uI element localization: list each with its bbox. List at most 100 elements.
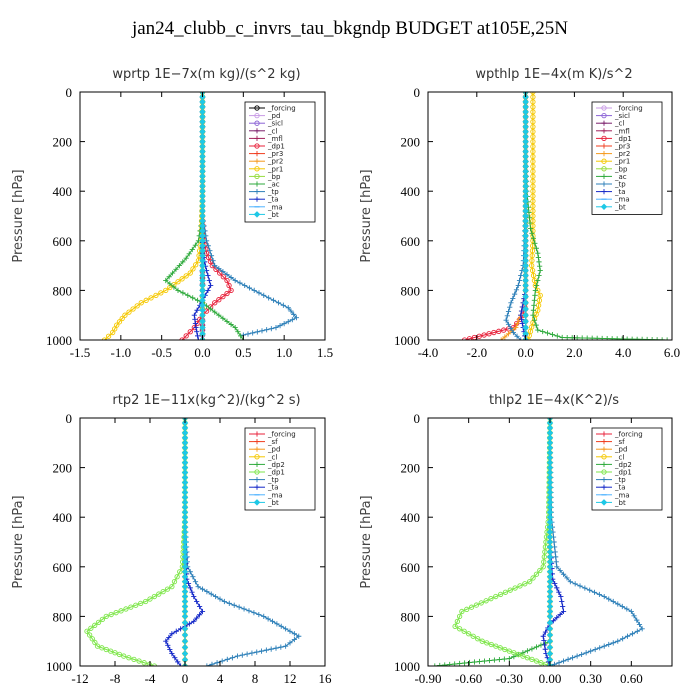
- data-point_dp1: [216, 297, 222, 303]
- data-point_dp1: [156, 591, 162, 597]
- data-point_dp1: [116, 651, 123, 658]
- chart-panel-4: -0.90 -0.60 -0.30 0.00 0.30 0.60 0 200 400 600 800…: [359, 393, 673, 686]
- legend-label: _pr2: [614, 150, 630, 158]
- data-point_tp: [269, 618, 276, 624]
- data-point_ta: [191, 618, 197, 624]
- x-tick-label: 0.30: [579, 671, 602, 686]
- data-point_ta: [206, 277, 212, 284]
- data-point_pr1: [163, 287, 169, 294]
- data-point_pr1: [110, 329, 116, 336]
- legend-marker: [600, 203, 608, 211]
- legend-marker: [254, 196, 260, 202]
- data-point_pr1: [119, 315, 125, 322]
- x-tick-label: 0.60: [620, 671, 643, 686]
- data-point_ta: [169, 651, 175, 657]
- x-tick-label: -8: [110, 671, 121, 686]
- data-point_ac: [531, 297, 537, 303]
- data-point_tp: [515, 282, 521, 289]
- data-point_ac: [228, 321, 234, 328]
- data-point_ta: [542, 646, 548, 652]
- y-tick-label: 400: [53, 510, 73, 525]
- data-point_ac: [559, 334, 565, 340]
- data-point_ta: [560, 608, 567, 615]
- data-point_ac: [536, 259, 542, 265]
- data-point_tp: [254, 329, 260, 335]
- data-point_tp: [553, 554, 559, 560]
- data-point_pr1: [530, 153, 536, 160]
- legend-marker: [600, 499, 608, 506]
- chart-panel-3: -12 -8 -4 0 4 8 12 16 0 200 400 600 800 1000 rtp2 1E−1…: [11, 393, 332, 686]
- data-point_dp1: [473, 602, 480, 608]
- data-point_tp: [557, 567, 563, 574]
- legend-marker: [601, 461, 607, 467]
- panel-title: wpthlp 1E−4x(m K)/s^2: [475, 67, 632, 82]
- data-point_dp1: [103, 646, 109, 653]
- x-tick-label: -0.90: [414, 671, 441, 686]
- legend-label: _ac: [614, 173, 627, 181]
- data-point_ac: [609, 336, 615, 340]
- data-point_tp: [553, 559, 559, 565]
- data-point_ta: [518, 308, 525, 314]
- data-point_dp1: [160, 588, 166, 595]
- series-line_dp1: [181, 92, 232, 340]
- legend-marker: [254, 112, 260, 119]
- panel-title: rtp2 1E−11x(kg^2)/(kg^2 s): [112, 393, 300, 408]
- data-point_ac: [185, 292, 191, 298]
- data-point_dp1: [515, 651, 522, 658]
- legend-label: _bt: [267, 211, 279, 219]
- data-point_tp: [268, 326, 274, 332]
- data-point_tp: [569, 655, 576, 661]
- data-point_tp: [636, 621, 643, 628]
- data-point_dp1: [456, 613, 463, 620]
- legend-label: _sicl: [614, 112, 630, 120]
- data-point_ac: [183, 255, 189, 261]
- data-point_dp1: [146, 661, 152, 666]
- data-point_dp1: [86, 632, 93, 638]
- x-tick-label: -0.60: [455, 671, 482, 686]
- data-point_dp1: [517, 583, 523, 589]
- data-point_dp1: [530, 575, 536, 581]
- data-point_dp1: [484, 640, 490, 646]
- x-tick-label: -1.5: [70, 345, 91, 360]
- data-point_dp1: [466, 631, 472, 637]
- data-point_dp1: [506, 648, 512, 654]
- data-point_dp1: [481, 332, 487, 338]
- legend-marker: [601, 143, 607, 149]
- legend-marker: [601, 446, 607, 452]
- data-point_bt: [181, 644, 189, 651]
- data-point_tp: [606, 596, 612, 602]
- data-point_dp1: [92, 639, 98, 646]
- data-point_tp: [246, 608, 252, 614]
- data-point_dp2: [432, 663, 438, 666]
- data-point_dp1: [123, 606, 129, 612]
- data-point_pr1: [530, 173, 536, 179]
- legend-label: _forcing: [267, 431, 296, 439]
- data-point_tp: [224, 271, 230, 278]
- data-point_pr1: [183, 273, 189, 279]
- data-point_tp: [588, 648, 594, 654]
- data-point_ta: [199, 608, 206, 615]
- data-point_dp1: [128, 604, 134, 610]
- data-point_pr1: [530, 133, 536, 140]
- data-point_tp: [592, 646, 598, 653]
- data-point_tp: [551, 661, 558, 666]
- legend-marker: [253, 499, 261, 506]
- legend-label: _cl: [267, 127, 277, 135]
- data-point_ac: [624, 336, 630, 340]
- legend-label: _pr2: [267, 158, 283, 166]
- data-point_tp: [512, 291, 518, 297]
- data-point_tp: [516, 277, 523, 284]
- data-point_dp1: [493, 593, 499, 600]
- data-point_tp: [628, 608, 634, 615]
- legend-marker: [254, 469, 260, 475]
- y-tick-label: 800: [401, 283, 421, 298]
- legend-label: _pd: [267, 446, 280, 454]
- data-point_tp: [274, 621, 280, 627]
- data-point_dp1: [164, 586, 171, 592]
- legend-label: _dp1: [267, 143, 285, 151]
- data-point_ac: [220, 315, 226, 321]
- data-point_tp: [510, 329, 516, 336]
- data-point_bt: [522, 318, 529, 325]
- data-point_ta: [518, 316, 525, 322]
- data-point_ac: [163, 277, 169, 284]
